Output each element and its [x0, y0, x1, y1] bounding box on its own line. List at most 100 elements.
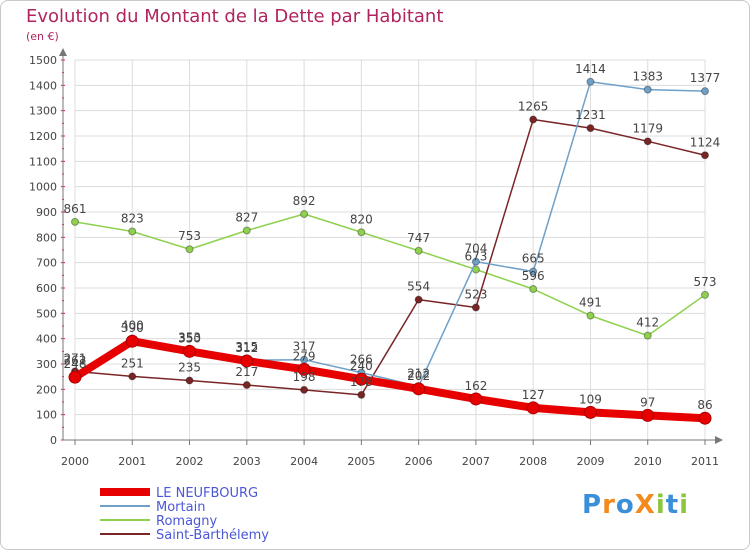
data-point-le-neufbourg: [412, 382, 426, 396]
data-label: 554: [407, 280, 430, 294]
data-label: 198: [293, 370, 316, 384]
data-label: 162: [464, 379, 487, 393]
data-label: 240: [350, 359, 373, 373]
data-point-le-neufbourg: [526, 401, 540, 415]
x-tick-label: 2001: [118, 455, 146, 468]
data-point-romagny: [128, 227, 137, 236]
data-label: 747: [407, 231, 430, 245]
data-label: 248: [64, 357, 87, 371]
data-point-le-neufbourg: [125, 334, 139, 348]
proxiti-logo: ProXiti: [582, 490, 689, 520]
axes: 0 100 200 300 400 500 600 700 800 900 1000 1100 1200…: [29, 48, 723, 468]
data-label: 491: [579, 296, 602, 310]
y-tick-label: 500: [36, 307, 57, 320]
data-label: 317: [293, 340, 316, 354]
series-line-romagny: [74, 213, 706, 337]
data-label: 251: [121, 356, 144, 370]
data-label: 861: [64, 202, 87, 216]
data-label: 235: [178, 360, 201, 374]
data-label: 312: [235, 341, 258, 355]
data-label: 412: [636, 316, 659, 330]
x-tick-label: 2005: [347, 455, 375, 468]
legend-label: Saint-Barthélemy: [156, 528, 269, 543]
data-label: 315: [235, 340, 258, 354]
data-label: 350: [178, 331, 201, 345]
data-label: 353: [178, 331, 201, 345]
data-point-saint-barth-lemy: [701, 151, 709, 160]
data-point-mortain: [586, 77, 595, 86]
data-label: 1414: [575, 62, 606, 76]
data-label: 596: [522, 269, 545, 283]
x-tick-label: 2007: [462, 455, 490, 468]
data-label: 820: [350, 212, 373, 226]
data-point-saint-barth-lemy: [242, 381, 251, 390]
data-point-romagny: [71, 217, 79, 226]
data-label: 109: [579, 392, 602, 406]
data-label: 1377: [690, 71, 721, 85]
data-labels: 262 400 353 315 317 266 212 704 665 1414 1383 1377 2…: [64, 62, 721, 412]
data-point-le-neufbourg: [240, 354, 254, 368]
data-point-le-neufbourg: [68, 370, 82, 384]
legend-label: Mortain: [156, 500, 205, 515]
logo-letter: r: [602, 490, 616, 520]
data-label: 673: [464, 250, 487, 264]
series-line-le-neufbourg: [71, 337, 709, 423]
data-point-romagny: [586, 311, 595, 320]
data-label: 86: [697, 398, 712, 412]
logo-letter: t: [665, 490, 680, 520]
data-point-saint-barth-lemy: [185, 376, 194, 385]
data-label: 400: [121, 319, 144, 333]
y-axis-arrow: [59, 48, 67, 56]
legend: LE NEUFBOURGMortainRomagnySaint-Barthéle…: [100, 486, 269, 543]
data-point-le-neufbourg: [641, 408, 655, 422]
y-tick-label: 0: [50, 434, 57, 447]
data-label: 127: [522, 388, 545, 402]
x-tick-label: 2010: [634, 455, 662, 468]
data-point-romagny: [529, 285, 538, 294]
data-label: 753: [178, 229, 201, 243]
data-label: 573: [694, 275, 717, 289]
logo-letter: o: [615, 490, 635, 520]
logo-letter: X: [634, 490, 656, 520]
x-axis-arrow: [715, 436, 723, 444]
y-tick-label: 600: [36, 282, 57, 295]
data-label: 262: [64, 354, 87, 368]
data-label: 704: [464, 242, 487, 256]
y-tick-label: 300: [36, 358, 57, 371]
data-point-romagny: [701, 290, 709, 299]
data-point-le-neufbourg: [469, 392, 483, 406]
data-point-saint-barth-lemy: [300, 385, 309, 394]
x-tick-label: 2002: [176, 455, 204, 468]
data-point-saint-barth-lemy: [128, 372, 137, 381]
logo-letter: i: [679, 490, 690, 520]
data-label: 892: [293, 194, 316, 208]
data-label: 1124: [690, 135, 721, 149]
data-label: 390: [121, 321, 144, 335]
y-tick-label: 900: [36, 206, 57, 219]
chart-title: Evolution du Montant de la Dette par Hab…: [26, 6, 443, 27]
data-point-saint-barth-lemy: [471, 303, 480, 312]
x-tick-label: 2006: [405, 455, 433, 468]
logo-letter: P: [582, 490, 603, 520]
data-point-romagny: [643, 331, 652, 340]
x-tick-label: 2011: [691, 455, 719, 468]
series-layer: [68, 77, 712, 425]
x-tick-label: 2000: [61, 455, 89, 468]
data-label: 271: [64, 351, 87, 365]
data-label: 1383: [632, 70, 663, 84]
data-label: 823: [121, 212, 144, 226]
data-label: 266: [350, 353, 373, 367]
y-tick-label: 1400: [29, 79, 57, 92]
data-label: 1265: [518, 100, 549, 114]
data-point-saint-barth-lemy: [643, 137, 652, 146]
y-tick-label: 1500: [29, 54, 57, 67]
y-tick-label: 100: [36, 409, 57, 422]
data-point-mortain: [643, 85, 652, 94]
data-point-mortain: [529, 267, 538, 276]
x-tick-label: 2009: [576, 455, 604, 468]
data-point-mortain: [471, 257, 480, 266]
y-tick-label: 200: [36, 383, 57, 396]
y-tick-label: 1200: [29, 130, 57, 143]
data-label: 665: [522, 252, 545, 266]
data-point-romagny: [185, 245, 194, 254]
